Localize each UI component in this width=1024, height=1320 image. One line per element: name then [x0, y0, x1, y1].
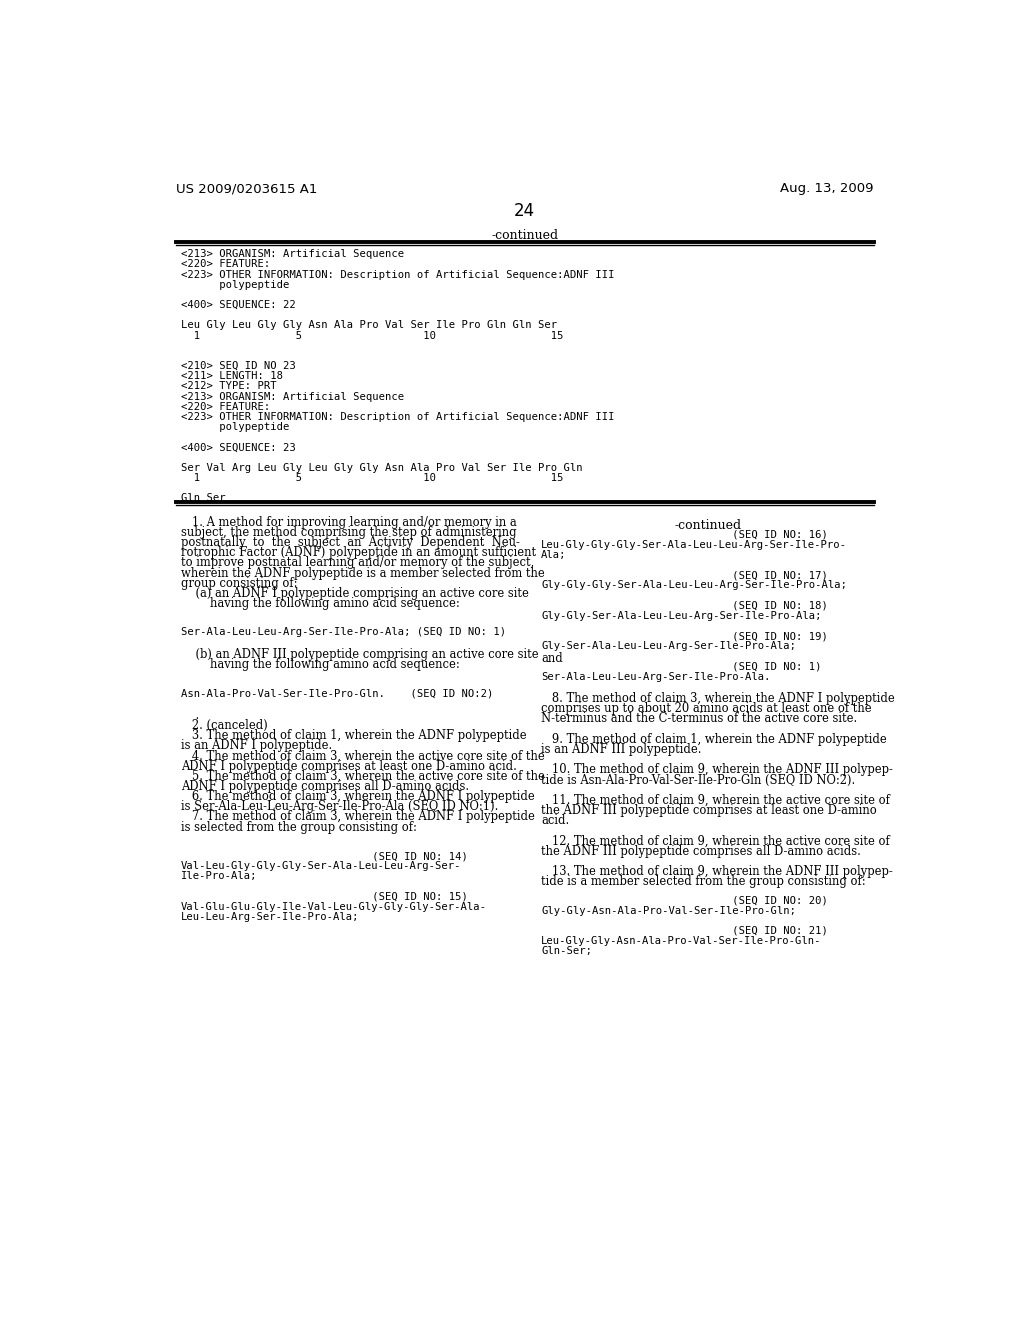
Text: (SEQ ID NO: 16): (SEQ ID NO: 16) [541, 529, 828, 540]
Text: <223> OTHER INFORMATION: Description of Artificial Sequence:ADNF III: <223> OTHER INFORMATION: Description of … [180, 269, 614, 280]
Text: 2. (canceled): 2. (canceled) [180, 719, 267, 733]
Text: <210> SEQ ID NO 23: <210> SEQ ID NO 23 [180, 362, 296, 371]
Text: 1. A method for improving learning and/or memory in a: 1. A method for improving learning and/o… [180, 516, 516, 529]
Text: <213> ORGANISM: Artificial Sequence: <213> ORGANISM: Artificial Sequence [180, 392, 403, 401]
Text: <212> TYPE: PRT: <212> TYPE: PRT [180, 381, 276, 392]
Text: polypeptide: polypeptide [180, 280, 289, 290]
Text: Gly-Gly-Asn-Ala-Pro-Val-Ser-Ile-Pro-Gln;: Gly-Gly-Asn-Ala-Pro-Val-Ser-Ile-Pro-Gln; [541, 906, 796, 916]
Text: (SEQ ID NO: 14): (SEQ ID NO: 14) [180, 851, 468, 861]
Text: Ala;: Ala; [541, 550, 566, 560]
Text: to improve postnatal learning and/or memory of the subject,: to improve postnatal learning and/or mem… [180, 556, 534, 569]
Text: Gly-Gly-Gly-Ser-Ala-Leu-Leu-Arg-Ser-Ile-Pro-Ala;: Gly-Gly-Gly-Ser-Ala-Leu-Leu-Arg-Ser-Ile-… [541, 581, 847, 590]
Text: 4. The method of claim 3, wherein the active core site of the: 4. The method of claim 3, wherein the ac… [180, 750, 545, 763]
Text: Leu Gly Leu Gly Gly Asn Ala Pro Val Ser Ile Pro Gln Gln Ser: Leu Gly Leu Gly Gly Asn Ala Pro Val Ser … [180, 321, 557, 330]
Text: Aug. 13, 2009: Aug. 13, 2009 [780, 182, 873, 195]
Text: having the following amino acid sequence:: having the following amino acid sequence… [180, 597, 460, 610]
Text: Asn-Ala-Pro-Val-Ser-Ile-Pro-Gln.    (SEQ ID NO:2): Asn-Ala-Pro-Val-Ser-Ile-Pro-Gln. (SEQ ID… [180, 689, 494, 698]
Text: ADNF I polypeptide comprises at least one D-amino acid.: ADNF I polypeptide comprises at least on… [180, 759, 516, 772]
Text: rotrophic Factor (ADNF) polypeptide in an amount sufficient: rotrophic Factor (ADNF) polypeptide in a… [180, 546, 536, 560]
Text: tide is a member selected from the group consisting of:: tide is a member selected from the group… [541, 875, 865, 888]
Text: <400> SEQUENCE: 22: <400> SEQUENCE: 22 [180, 300, 296, 310]
Text: US 2009/0203615 A1: US 2009/0203615 A1 [176, 182, 317, 195]
Text: <400> SEQUENCE: 23: <400> SEQUENCE: 23 [180, 442, 296, 453]
Text: polypeptide: polypeptide [180, 422, 289, 432]
Text: 5. The method of claim 3, wherein the active core site of the: 5. The method of claim 3, wherein the ac… [180, 770, 545, 783]
Text: 7. The method of claim 3, wherein the ADNF I polypeptide: 7. The method of claim 3, wherein the AD… [180, 810, 535, 824]
Text: <220> FEATURE:: <220> FEATURE: [180, 260, 270, 269]
Text: postnatally  to  the  subject  an  Activity  Dependent  Neu-: postnatally to the subject an Activity D… [180, 536, 519, 549]
Text: 24: 24 [514, 202, 536, 220]
Text: <223> OTHER INFORMATION: Description of Artificial Sequence:ADNF III: <223> OTHER INFORMATION: Description of … [180, 412, 614, 422]
Text: 13. The method of claim 9, wherein the ADNF III polypep-: 13. The method of claim 9, wherein the A… [541, 865, 893, 878]
Text: (SEQ ID NO: 1): (SEQ ID NO: 1) [541, 661, 821, 672]
Text: .: . [180, 709, 199, 722]
Text: Ser-Ala-Leu-Leu-Arg-Ser-Ile-Pro-Ala.: Ser-Ala-Leu-Leu-Arg-Ser-Ile-Pro-Ala. [541, 672, 771, 682]
Text: Gly-Gly-Ser-Ala-Leu-Leu-Arg-Ser-Ile-Pro-Ala;: Gly-Gly-Ser-Ala-Leu-Leu-Arg-Ser-Ile-Pro-… [541, 611, 821, 620]
Text: -continued: -continued [492, 230, 558, 243]
Text: and: and [541, 652, 563, 664]
Text: is an ADNF I polypeptide.: is an ADNF I polypeptide. [180, 739, 332, 752]
Text: wherein the ADNF polypeptide is a member selected from the: wherein the ADNF polypeptide is a member… [180, 566, 545, 579]
Text: Leu-Gly-Gly-Asn-Ala-Pro-Val-Ser-Ile-Pro-Gln-: Leu-Gly-Gly-Asn-Ala-Pro-Val-Ser-Ile-Pro-… [541, 936, 821, 946]
Text: having the following amino acid sequence:: having the following amino acid sequence… [180, 657, 460, 671]
Text: (SEQ ID NO: 19): (SEQ ID NO: 19) [541, 631, 828, 642]
Text: N-terminus and the C-terminus of the active core site.: N-terminus and the C-terminus of the act… [541, 713, 857, 726]
Text: ADNF I polypeptide comprises all D-amino acids.: ADNF I polypeptide comprises all D-amino… [180, 780, 469, 793]
Text: (a) an ADNF I polypeptide comprising an active core site: (a) an ADNF I polypeptide comprising an … [180, 587, 528, 599]
Text: the ADNF III polypeptide comprises at least one D-amino: the ADNF III polypeptide comprises at le… [541, 804, 877, 817]
Text: 10. The method of claim 9, wherein the ADNF III polypep-: 10. The method of claim 9, wherein the A… [541, 763, 893, 776]
Text: Gly-Ser-Ala-Leu-Leu-Arg-Ser-Ile-Pro-Ala;: Gly-Ser-Ala-Leu-Leu-Arg-Ser-Ile-Pro-Ala; [541, 642, 796, 651]
Text: Gln Ser: Gln Ser [180, 494, 225, 503]
Text: 11. The method of claim 9, wherein the active core site of: 11. The method of claim 9, wherein the a… [541, 793, 890, 807]
Text: subject, the method comprising the step of administering: subject, the method comprising the step … [180, 525, 516, 539]
Text: tide is Asn-Ala-Pro-Val-Ser-Ile-Pro-Gln (SEQ ID NO:2).: tide is Asn-Ala-Pro-Val-Ser-Ile-Pro-Gln … [541, 774, 855, 787]
Text: is an ADNF III polypeptide.: is an ADNF III polypeptide. [541, 743, 701, 756]
Text: 12. The method of claim 9, wherein the active core site of: 12. The method of claim 9, wherein the a… [541, 834, 890, 847]
Text: Ser-Ala-Leu-Leu-Arg-Ser-Ile-Pro-Ala; (SEQ ID NO: 1): Ser-Ala-Leu-Leu-Arg-Ser-Ile-Pro-Ala; (SE… [180, 627, 506, 638]
Text: Val-Leu-Gly-Gly-Gly-Ser-Ala-Leu-Leu-Arg-Ser-: Val-Leu-Gly-Gly-Gly-Ser-Ala-Leu-Leu-Arg-… [180, 861, 461, 871]
Text: 9. The method of claim 1, wherein the ADNF polypeptide: 9. The method of claim 1, wherein the AD… [541, 733, 887, 746]
Text: is selected from the group consisting of:: is selected from the group consisting of… [180, 821, 417, 834]
Text: (SEQ ID NO: 15): (SEQ ID NO: 15) [180, 892, 468, 902]
Text: (SEQ ID NO: 21): (SEQ ID NO: 21) [541, 925, 828, 936]
Text: (SEQ ID NO: 20): (SEQ ID NO: 20) [541, 895, 828, 906]
Text: -continued: -continued [674, 519, 741, 532]
Text: group consisting of:: group consisting of: [180, 577, 297, 590]
Text: Ser Val Arg Leu Gly Leu Gly Gly Asn Ala Pro Val Ser Ile Pro Gln: Ser Val Arg Leu Gly Leu Gly Gly Asn Ala … [180, 463, 583, 473]
Text: <211> LENGTH: 18: <211> LENGTH: 18 [180, 371, 283, 381]
Text: is Ser-Ala-Leu-Leu-Arg-Ser-Ile-Pro-Ala (SEQ ID NO:1).: is Ser-Ala-Leu-Leu-Arg-Ser-Ile-Pro-Ala (… [180, 800, 498, 813]
Text: (SEQ ID NO: 17): (SEQ ID NO: 17) [541, 570, 828, 581]
Text: <220> FEATURE:: <220> FEATURE: [180, 401, 270, 412]
Text: 3. The method of claim 1, wherein the ADNF polypeptide: 3. The method of claim 1, wherein the AD… [180, 729, 526, 742]
Text: Leu-Leu-Arg-Ser-Ile-Pro-Ala;: Leu-Leu-Arg-Ser-Ile-Pro-Ala; [180, 912, 359, 923]
Text: Val-Glu-Glu-Gly-Ile-Val-Leu-Gly-Gly-Gly-Ser-Ala-: Val-Glu-Glu-Gly-Ile-Val-Leu-Gly-Gly-Gly-… [180, 902, 486, 912]
Text: comprises up to about 20 amino acids at least one of the: comprises up to about 20 amino acids at … [541, 702, 871, 715]
Text: 8. The method of claim 3, wherein the ADNF I polypeptide: 8. The method of claim 3, wherein the AD… [541, 692, 895, 705]
Text: <213> ORGANISM: Artificial Sequence: <213> ORGANISM: Artificial Sequence [180, 249, 403, 259]
Text: 1               5                   10                  15: 1 5 10 15 [180, 330, 563, 341]
Text: (b) an ADNF III polypeptide comprising an active core site: (b) an ADNF III polypeptide comprising a… [180, 648, 539, 661]
Text: (SEQ ID NO: 18): (SEQ ID NO: 18) [541, 601, 828, 611]
Text: the ADNF III polypeptide comprises all D-amino acids.: the ADNF III polypeptide comprises all D… [541, 845, 861, 858]
Text: 1               5                   10                  15: 1 5 10 15 [180, 473, 563, 483]
Text: Gln-Ser;: Gln-Ser; [541, 946, 592, 956]
Text: acid.: acid. [541, 814, 569, 828]
Text: Ile-Pro-Ala;: Ile-Pro-Ala; [180, 871, 257, 882]
Text: 6. The method of claim 3, wherein the ADNF I polypeptide: 6. The method of claim 3, wherein the AD… [180, 791, 535, 803]
Text: Leu-Gly-Gly-Gly-Ser-Ala-Leu-Leu-Arg-Ser-Ile-Pro-: Leu-Gly-Gly-Gly-Ser-Ala-Leu-Leu-Arg-Ser-… [541, 540, 847, 549]
